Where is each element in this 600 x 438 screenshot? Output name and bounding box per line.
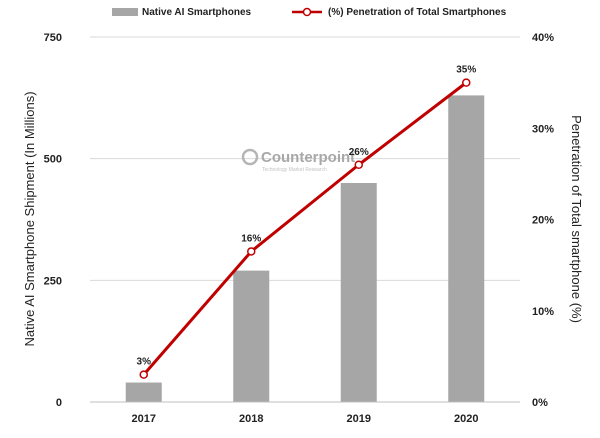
data-labels: 3% 16% 26% 35% — [137, 65, 477, 368]
bar-series — [125, 95, 485, 403]
y-tick-label: 250 — [44, 275, 62, 287]
point-label: 16% — [241, 233, 261, 244]
penetration-line — [142, 81, 468, 376]
y-axis-label: Native AI Smartphone Shipment (In Millio… — [22, 91, 37, 346]
watermark-title: Counterpoint — [261, 149, 355, 166]
watermark-subtitle: Technology Market Research — [262, 167, 327, 173]
y2-tick-label: 20% — [532, 215, 554, 227]
y2-tick-label: 30% — [532, 123, 554, 135]
bar — [340, 183, 377, 402]
line-point — [354, 160, 363, 169]
y-tick-label: 0 — [56, 397, 62, 409]
point-label: 35% — [456, 65, 476, 76]
y2-tick-label: 0% — [532, 397, 548, 409]
x-tick-label: 2018 — [239, 413, 263, 425]
bar — [125, 382, 162, 402]
x-tick-label: 2020 — [454, 413, 478, 425]
line-point — [462, 78, 471, 87]
counterpoint-watermark: Counterpoint Technology Market Research — [241, 148, 355, 173]
line-point — [139, 370, 148, 379]
legend-swatch-marker — [302, 7, 312, 17]
y-tick-label: 500 — [44, 154, 62, 166]
legend-label-bar: Native AI Smartphones — [142, 7, 252, 18]
bar — [448, 95, 485, 403]
y2-tick-label: 40% — [532, 32, 554, 44]
legend-label-line: (%) Penetration of Total Smartphones — [328, 7, 507, 18]
y-tick-label: 750 — [44, 32, 62, 44]
point-label: 3% — [137, 357, 152, 368]
point-label: 26% — [349, 147, 369, 158]
bar — [233, 270, 270, 402]
axes: 0 250 500 750 0% 10% 20% 30% 40% 2017 2018 2019 2020 — [44, 32, 555, 425]
x-tick-label: 2017 — [132, 413, 156, 425]
y2-axis-label: Penetration of Total smartphone (%) — [569, 115, 584, 323]
line-series — [139, 78, 471, 379]
legend: Native AI Smartphones (%) Penetration of… — [112, 7, 507, 18]
legend-swatch-bar — [112, 8, 138, 16]
y2-tick-label: 10% — [532, 306, 554, 318]
counterpoint-logo-icon — [241, 148, 259, 166]
x-tick-label: 2019 — [347, 413, 371, 425]
line-point — [247, 247, 256, 256]
